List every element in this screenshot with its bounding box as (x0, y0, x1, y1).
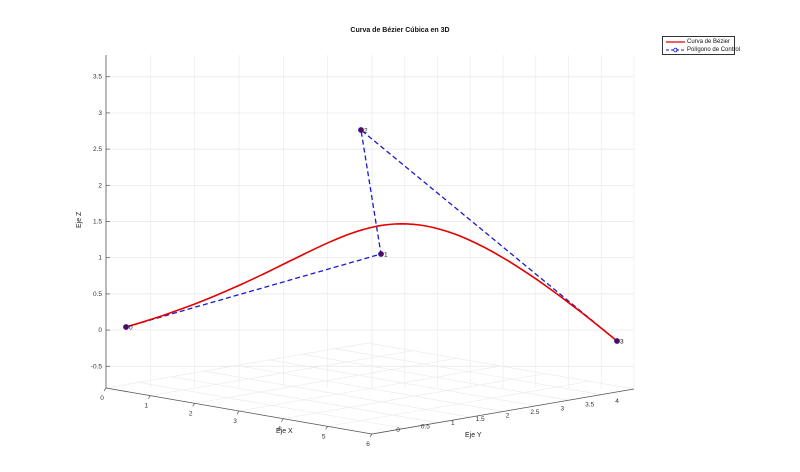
control-point-label-3: 3 (620, 339, 624, 346)
floor-gridline-y (204, 370, 471, 418)
x-tick-label: 2 (189, 410, 193, 417)
chart-title: Curva de Bézier Cúbica en 3D (350, 27, 450, 34)
floor-gridline-y (236, 365, 504, 412)
z-tick-label: 3.5 (93, 74, 102, 81)
control-point-label-1: 1 (384, 252, 388, 259)
y-tick-label: 0.5 (421, 423, 430, 430)
y-axis-line (371, 388, 635, 435)
z-tick-label: 1.5 (93, 219, 102, 226)
x-tick-label: 1 (145, 403, 149, 410)
z-tick-label: 0.5 (93, 291, 102, 298)
control-point-marker-1 (378, 251, 384, 257)
y-tick-label: 2 (506, 413, 510, 420)
y-tick-label: 0 (396, 427, 400, 434)
control-point-label-0: 0 (129, 325, 133, 332)
y-tick-label: 3 (560, 405, 564, 412)
x-tick (369, 433, 373, 438)
x-tick-label: 6 (366, 441, 370, 448)
legend-swatch-bezier (666, 41, 685, 43)
control-point-label-2: 2 (364, 128, 368, 135)
axes-layer: -0.5 0 0.5 1 1.5 2 2.5 3 3.5 0 1 2 3 4 5 6 0 0.5 1 1.5 2 2.5 3… (91, 55, 635, 448)
x-tick-label: 0 (100, 395, 104, 402)
x-tick (148, 395, 151, 399)
y-tick-label: 1.5 (476, 416, 485, 423)
x-tick (236, 410, 240, 415)
floor-gridline-y (335, 348, 602, 395)
legend-item-bezier: Curva de Bézier (663, 38, 734, 46)
y-tick-label: 3.5 (585, 402, 594, 409)
z-tick-label: 3 (98, 110, 102, 117)
z-tick-label: 1 (98, 255, 102, 262)
x-tick (281, 418, 284, 422)
control-point-marker-0 (123, 324, 129, 330)
y-tick-label: 2.5 (530, 409, 539, 416)
legend-label-control-polygon: Polígono de Control (687, 47, 741, 53)
x-tick-label: 5 (322, 433, 326, 440)
z-tick-label: 0 (98, 327, 102, 334)
x-tick-label: 3 (233, 418, 237, 425)
legend-label-bezier: Curva de Bézier (687, 39, 731, 45)
floor-gridline-y (367, 342, 635, 390)
x-axis-label: Eje X (276, 428, 293, 435)
z-tick-label: 2 (98, 182, 102, 189)
control-polygon-line (125, 128, 618, 342)
y-tick-label: 1 (451, 420, 455, 427)
floor-gridline-y (171, 376, 438, 424)
control-point-marker-3 (614, 338, 620, 344)
z-tick-label: -0.5 (91, 363, 103, 370)
floor-gridline-y (138, 382, 405, 429)
control-point-marker-2 (358, 127, 364, 133)
z-axis-label: Eje Z (76, 211, 83, 228)
x-tick-label: 4 (278, 426, 282, 433)
legend-item-control-polygon: Polígono de Control (663, 46, 740, 54)
x-tick (192, 403, 195, 407)
floor-gridline-y (269, 359, 536, 407)
x-tick (325, 426, 328, 430)
y-tick-label: 4 (615, 398, 619, 405)
legend-swatch-control-polygon (666, 47, 685, 53)
data-layer: 0 1 2 3 (123, 127, 624, 346)
grid-layer (105, 55, 635, 435)
legend: Curva de Bézier Polígono de Control (662, 36, 740, 55)
bezier-curve-line (125, 222, 618, 342)
x-tick (103, 387, 107, 392)
z-tick-label: 2.5 (93, 146, 102, 153)
y-axis-label: Eje Y (465, 432, 482, 439)
floor-gridline-y (302, 353, 569, 401)
